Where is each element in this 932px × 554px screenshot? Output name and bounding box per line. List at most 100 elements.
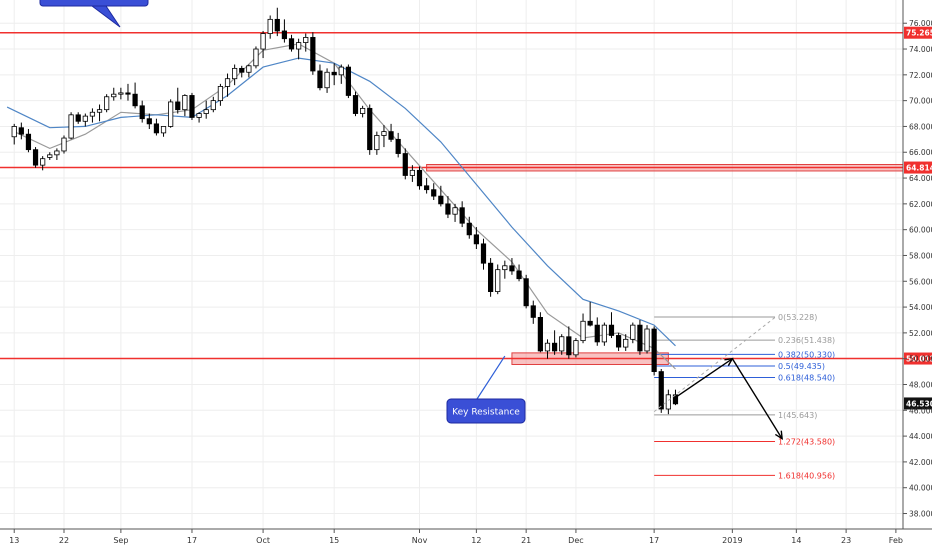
- top-callout: [39, 0, 149, 7]
- level-badge-label: 75.265: [906, 29, 932, 38]
- key-resistance-label: Key Resistance: [452, 408, 520, 418]
- candle-body: [480, 243, 487, 264]
- candle-body: [175, 101, 181, 111]
- candle-body: [324, 71, 330, 89]
- projection-arrow-up: [724, 357, 734, 366]
- candle-body: [11, 126, 17, 138]
- candle-body: [111, 93, 117, 98]
- candle-body: [68, 114, 74, 139]
- candle-body: [25, 133, 32, 151]
- y-tick-label: 66.000: [909, 148, 932, 157]
- candle-body: [160, 126, 167, 134]
- y-tick-label: 54.000: [909, 303, 932, 312]
- price-axis: 38.000 40.000 42.000 44.000 46.000 48.000 50.0…: [902, 0, 932, 529]
- candle-body: [651, 328, 657, 372]
- candle-body: [61, 137, 67, 152]
- top-callout-pointer: [87, 2, 121, 28]
- candle-body: [260, 33, 266, 50]
- x-tick-label: Oct: [256, 536, 270, 545]
- fib-label: 0.382(50.330): [778, 350, 835, 359]
- candle-body: [89, 111, 96, 117]
- candle-body: [594, 324, 600, 343]
- fib-label: 1.272(43.580): [778, 438, 835, 447]
- candle-body: [587, 320, 593, 326]
- x-tick-label: Dec: [568, 536, 583, 545]
- candle-body: [672, 394, 679, 405]
- candle-body: [296, 42, 302, 50]
- horizontal-levels: 75.265 64.814 50.012 46.530: [0, 26, 932, 410]
- y-tick-label: 72.000: [909, 71, 932, 80]
- candle-body: [637, 324, 643, 352]
- candle-body: [551, 342, 558, 352]
- candle-body: [658, 371, 664, 410]
- candle-body: [409, 169, 415, 176]
- candle-body: [239, 67, 245, 73]
- candle-body: [253, 48, 259, 67]
- x-tick-label: 22: [59, 536, 69, 545]
- x-tick-label: 12: [471, 536, 481, 545]
- x-tick-label: 13: [9, 536, 19, 545]
- candle-body: [566, 336, 572, 356]
- candle-body: [75, 114, 81, 122]
- candle-body: [381, 131, 387, 136]
- candle-body: [32, 149, 39, 166]
- candle-body: [544, 342, 551, 352]
- candle-body: [317, 70, 323, 89]
- moving-average-1: [13, 43, 676, 370]
- candle-body: [416, 169, 423, 187]
- callout-pointer: [476, 355, 506, 400]
- key-resistance-callout: [446, 398, 526, 424]
- candle-body: [54, 150, 60, 156]
- y-tick-label: 64.000: [909, 174, 932, 183]
- projection-path: [653, 317, 783, 441]
- candle-body: [537, 316, 543, 352]
- candle-body: [516, 270, 522, 280]
- candle-body: [630, 324, 636, 340]
- candle-body: [530, 305, 536, 318]
- level-badge-label: 64.814: [906, 164, 932, 173]
- candle-body: [210, 100, 216, 111]
- candle-body: [395, 138, 401, 154]
- fibonacci-levels: 0(53.228) 0.236(51.438) 0.382(50.330) 0.5(4…: [654, 313, 835, 480]
- candle-body: [125, 92, 131, 95]
- level-badge: [904, 352, 932, 365]
- candle-body: [18, 127, 24, 135]
- x-tick-label: 14: [791, 536, 801, 545]
- candle-body: [168, 101, 174, 127]
- x-tick-label: 21: [521, 536, 531, 545]
- candle-body: [352, 95, 359, 114]
- candle-body: [665, 394, 671, 410]
- y-tick-label: 74.000: [909, 45, 932, 54]
- candle-body: [459, 207, 465, 224]
- x-tick-label: 23: [841, 536, 851, 545]
- candle-body: [488, 262, 494, 292]
- fib-label: 0.236(51.438): [778, 336, 835, 345]
- y-tick-label: 46.000: [909, 406, 932, 415]
- candle-body: [644, 328, 650, 352]
- x-tick-label: 15: [329, 536, 339, 545]
- candle-body: [82, 115, 88, 122]
- candle-body: [431, 189, 437, 197]
- x-tick-label: Feb: [889, 536, 903, 545]
- y-tick-label: 60.000: [909, 226, 932, 235]
- y-tick-label: 48.000: [909, 380, 932, 389]
- candle-body: [601, 324, 607, 343]
- candle-body: [580, 320, 586, 342]
- y-tick-label: 56.000: [909, 277, 932, 286]
- candle-body: [139, 105, 145, 120]
- candle-body: [473, 234, 479, 245]
- candle-body: [438, 195, 444, 205]
- fib-label: 0.618(48.540): [778, 374, 835, 383]
- last-price-badge: [904, 397, 932, 410]
- candles: [11, 7, 679, 415]
- candle-body: [424, 185, 430, 191]
- candle-body: [288, 38, 295, 50]
- fib-label: 1.618(40.956): [778, 471, 835, 480]
- candle-body: [246, 65, 252, 73]
- candle-body: [189, 95, 195, 118]
- candle-body: [40, 158, 46, 166]
- y-tick-label: 68.000: [909, 122, 932, 131]
- candle-body: [146, 118, 152, 125]
- level-badge: [904, 161, 932, 174]
